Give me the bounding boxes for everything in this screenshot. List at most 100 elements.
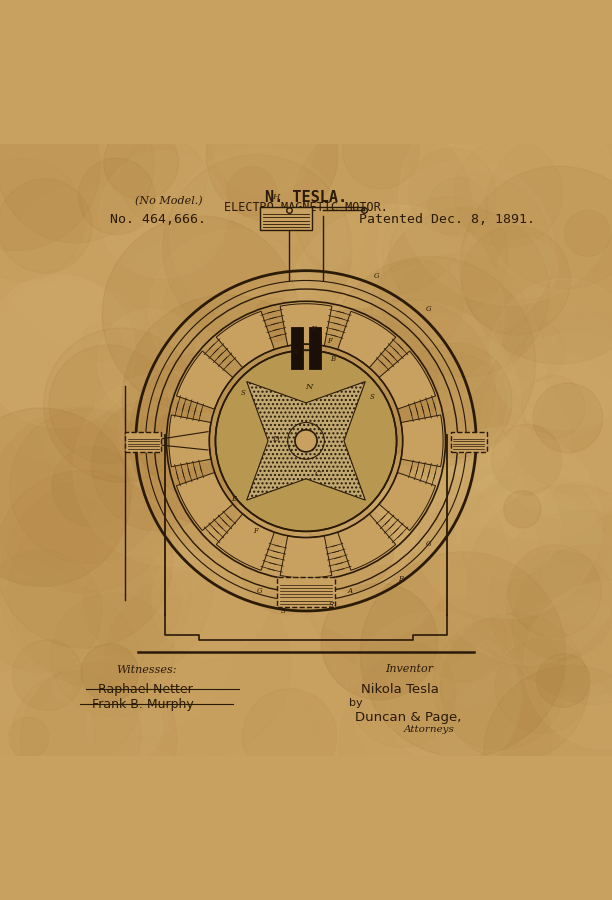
Circle shape xyxy=(12,640,83,710)
Circle shape xyxy=(400,357,570,527)
Circle shape xyxy=(498,238,558,299)
Circle shape xyxy=(95,382,139,427)
Text: Patented Dec. 8, 1891.: Patented Dec. 8, 1891. xyxy=(359,213,535,226)
Circle shape xyxy=(390,254,528,392)
Circle shape xyxy=(322,464,392,534)
Circle shape xyxy=(0,158,84,281)
Circle shape xyxy=(490,510,612,695)
Circle shape xyxy=(339,640,552,853)
Polygon shape xyxy=(338,514,396,571)
Circle shape xyxy=(0,178,92,273)
Polygon shape xyxy=(169,415,211,467)
Text: N. TESLA.: N. TESLA. xyxy=(265,190,347,205)
Circle shape xyxy=(490,279,612,429)
Text: Nikola Tesla: Nikola Tesla xyxy=(361,682,439,696)
Circle shape xyxy=(483,665,612,841)
Circle shape xyxy=(86,687,162,763)
Circle shape xyxy=(152,540,269,657)
Circle shape xyxy=(52,446,133,526)
Text: B: B xyxy=(398,574,403,582)
Circle shape xyxy=(149,230,314,395)
Circle shape xyxy=(409,148,496,235)
Text: A: A xyxy=(348,587,353,595)
Circle shape xyxy=(537,653,590,707)
Circle shape xyxy=(441,659,612,847)
Circle shape xyxy=(297,462,510,675)
Text: E: E xyxy=(231,495,236,503)
Text: F: F xyxy=(253,527,258,536)
Circle shape xyxy=(83,556,181,653)
Circle shape xyxy=(206,90,338,221)
Circle shape xyxy=(496,305,612,436)
Text: S: S xyxy=(241,389,246,397)
Circle shape xyxy=(316,300,495,478)
Circle shape xyxy=(442,348,612,540)
Circle shape xyxy=(499,311,612,496)
Circle shape xyxy=(440,489,612,664)
Circle shape xyxy=(285,205,504,425)
Circle shape xyxy=(0,408,130,587)
Circle shape xyxy=(78,158,155,235)
Circle shape xyxy=(98,310,204,415)
Text: G: G xyxy=(425,540,431,547)
Text: Frank B. Murphy: Frank B. Murphy xyxy=(92,698,193,712)
Circle shape xyxy=(103,125,179,200)
Circle shape xyxy=(378,160,554,337)
Text: F: F xyxy=(327,338,332,345)
Text: A: A xyxy=(293,348,297,356)
Circle shape xyxy=(49,345,168,464)
Circle shape xyxy=(564,211,611,256)
Text: S: S xyxy=(370,392,375,400)
Circle shape xyxy=(293,470,405,581)
Circle shape xyxy=(43,328,198,482)
Circle shape xyxy=(105,571,291,758)
Circle shape xyxy=(0,550,102,672)
Circle shape xyxy=(533,383,603,453)
Polygon shape xyxy=(176,472,233,531)
Polygon shape xyxy=(338,311,396,368)
Circle shape xyxy=(461,472,606,618)
Circle shape xyxy=(73,372,268,566)
Circle shape xyxy=(310,212,363,264)
Circle shape xyxy=(81,320,122,362)
Polygon shape xyxy=(216,311,274,368)
Circle shape xyxy=(210,478,253,520)
Circle shape xyxy=(242,526,330,615)
Polygon shape xyxy=(176,351,233,410)
Circle shape xyxy=(213,94,315,195)
Circle shape xyxy=(121,139,207,224)
Text: Witnesses:: Witnesses: xyxy=(116,665,177,675)
Circle shape xyxy=(0,83,100,250)
Bar xyxy=(309,327,321,369)
Circle shape xyxy=(102,216,298,412)
Circle shape xyxy=(151,544,202,595)
Circle shape xyxy=(524,581,612,749)
Circle shape xyxy=(537,482,612,565)
Circle shape xyxy=(0,580,146,779)
Circle shape xyxy=(360,552,565,757)
Circle shape xyxy=(170,148,345,322)
Text: G: G xyxy=(373,272,379,280)
Circle shape xyxy=(275,335,434,494)
Circle shape xyxy=(100,151,227,278)
Text: Inventor: Inventor xyxy=(386,664,434,674)
Circle shape xyxy=(197,366,245,414)
Circle shape xyxy=(0,275,135,428)
Text: H: H xyxy=(272,193,279,201)
Circle shape xyxy=(350,612,520,782)
Circle shape xyxy=(321,583,438,699)
Circle shape xyxy=(145,382,321,558)
Circle shape xyxy=(321,451,435,564)
Circle shape xyxy=(399,86,612,305)
Circle shape xyxy=(504,320,565,382)
Circle shape xyxy=(237,423,419,605)
Circle shape xyxy=(506,551,612,660)
Bar xyxy=(291,327,303,369)
Circle shape xyxy=(441,614,588,761)
Text: No. 464,666.: No. 464,666. xyxy=(110,213,206,226)
Circle shape xyxy=(81,644,138,701)
Circle shape xyxy=(0,86,154,243)
Text: ELECTRO MAGNETIC MOTOR.: ELECTRO MAGNETIC MOTOR. xyxy=(224,201,388,214)
Circle shape xyxy=(242,688,337,783)
Circle shape xyxy=(508,544,601,638)
